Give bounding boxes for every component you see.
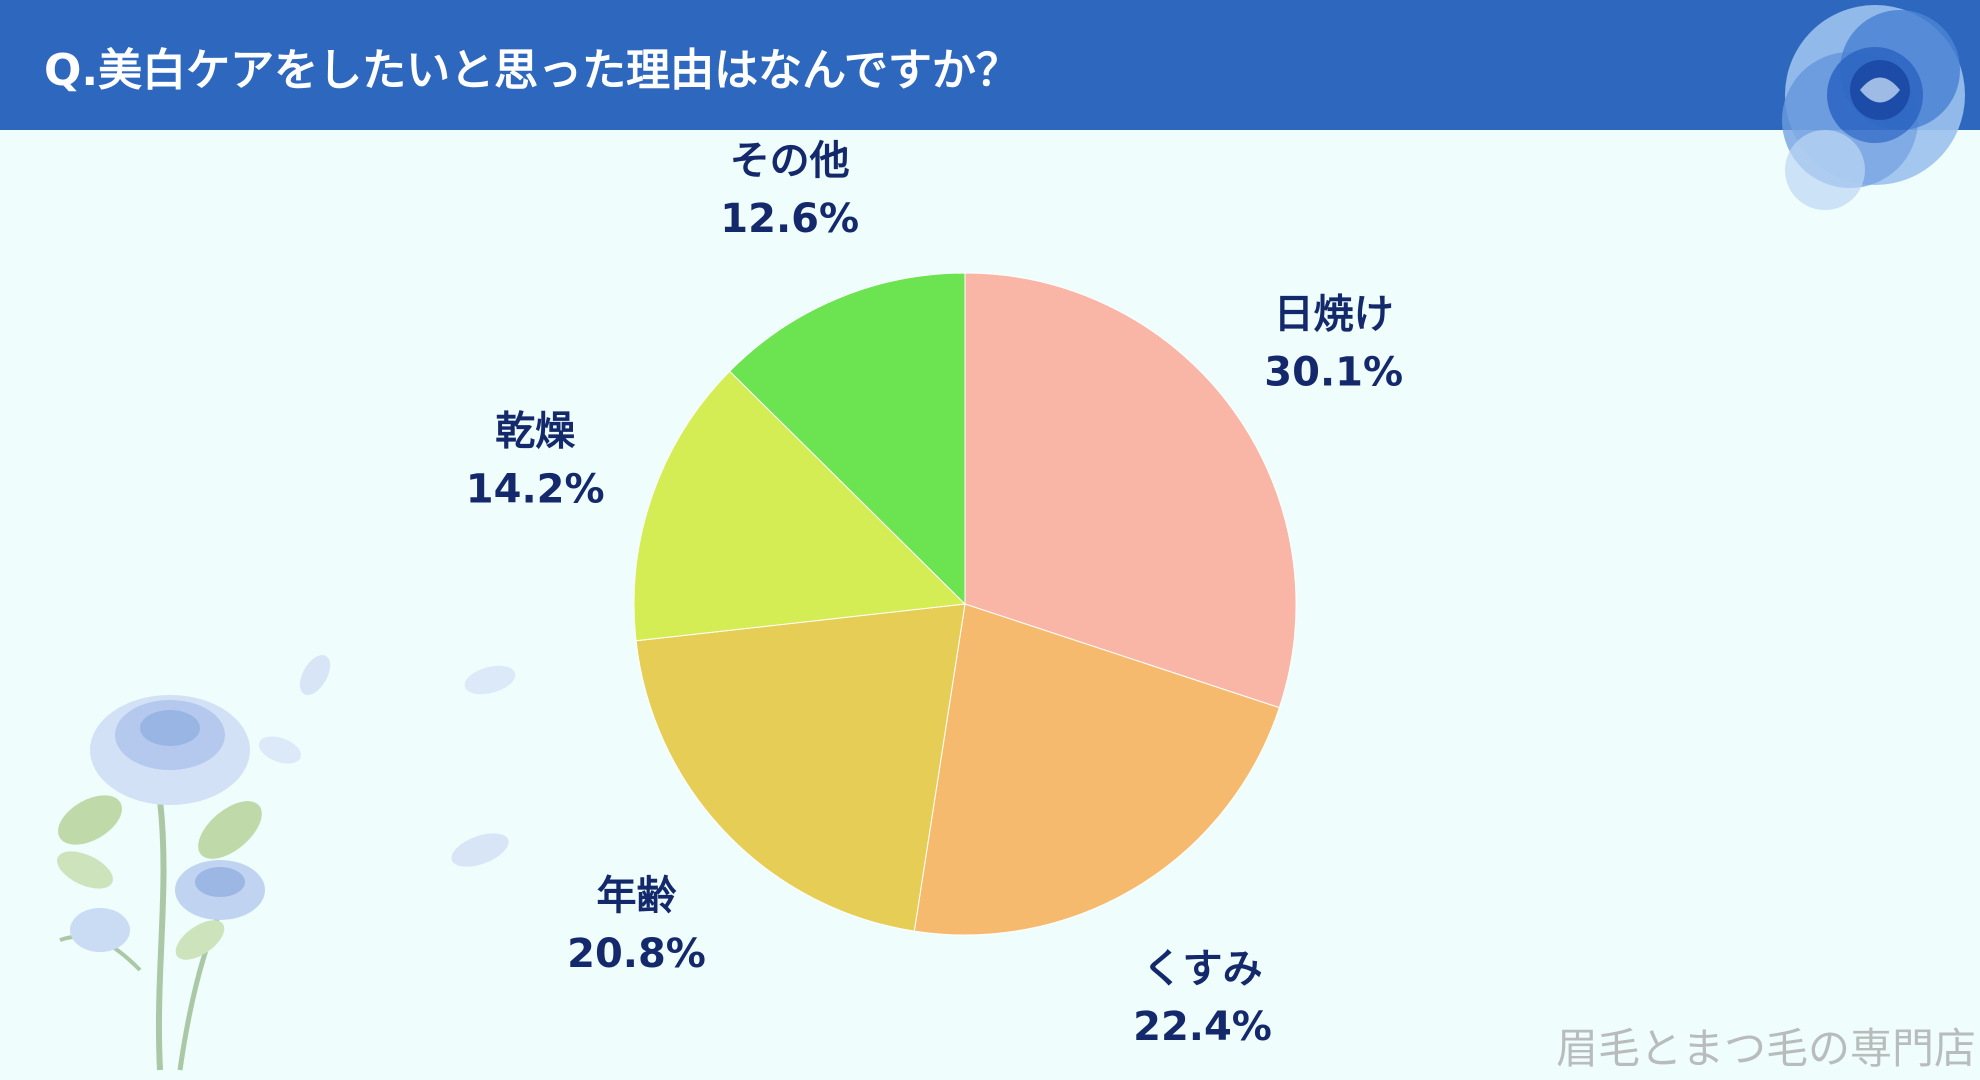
watermark: 眉毛とまつ毛の専門店 [1555, 1024, 1976, 1073]
pie-slice-0 [964, 272, 1297, 709]
rose-decoration-top-right [1782, 5, 1965, 210]
slice-label-2: 年齢 [597, 873, 677, 919]
slice-value-label-0: 30.1% [1264, 349, 1403, 395]
pie-slice-1 [913, 603, 1280, 936]
pie-slice-4 [728, 272, 966, 606]
pie-slice-3 [633, 370, 967, 642]
slice-value-label-4: 12.6% [720, 196, 859, 242]
slice-label-group-3: 乾燥 14.2% [466, 409, 605, 513]
slice-label-3: 乾燥 [495, 409, 576, 455]
pie-slice-2 [635, 603, 966, 932]
slice-label-group-4: その他 12.6% [720, 138, 859, 242]
slice-label-group-2: 年齢 20.8% [567, 873, 706, 977]
slice-value-label-1: 22.4% [1133, 1004, 1272, 1050]
slice-label-4: その他 [730, 138, 850, 184]
header-bar: Q.美白ケアをしたいと思った理由はなんですか？ [0, 0, 1980, 130]
slice-label-0: 日焼け [1274, 291, 1394, 337]
slice-label-1: くすみ [1143, 946, 1263, 992]
slice-label-group-1: くすみ 22.4% [1133, 946, 1272, 1050]
page-title: Q.美白ケアをしたいと思った理由はなんですか？ [44, 45, 1020, 96]
slice-value-label-2: 20.8% [567, 931, 706, 977]
slice-value-label-3: 14.2% [466, 467, 605, 513]
slice-label-group-0: 日焼け 30.1% [1264, 291, 1403, 395]
flower-decoration-bottom-left [57, 655, 516, 1071]
